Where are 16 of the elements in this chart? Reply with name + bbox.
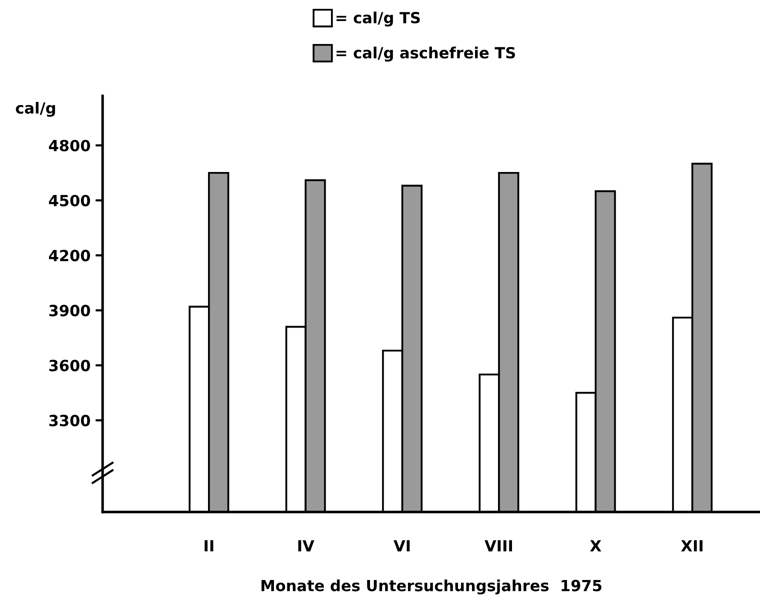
y-tick-label: 3900 — [49, 304, 90, 316]
y-tick-label: 3300 — [49, 414, 90, 426]
y-tick-label: 3600 — [49, 360, 90, 372]
y-tick-label: 4500 — [48, 194, 90, 206]
y-axis-title: cal/g — [16, 102, 56, 117]
x-tick-label: XII — [681, 540, 702, 552]
y-tick-label: 4800 — [48, 140, 90, 152]
y-tick-label: 4200 — [48, 250, 90, 262]
legend-label: = cal/g TS — [336, 12, 420, 27]
x-tick-label: VIII — [484, 540, 512, 552]
x-tick-label: II — [204, 540, 214, 552]
x-tick-label: IV — [298, 540, 314, 552]
x-axis-title: Monate des Untersuchungsjahres 1975 — [262, 580, 602, 594]
legend-label: = cal/g aschefreie TS — [336, 46, 515, 62]
x-tick-label: VI — [394, 540, 410, 552]
x-tick-label: X — [590, 540, 602, 552]
